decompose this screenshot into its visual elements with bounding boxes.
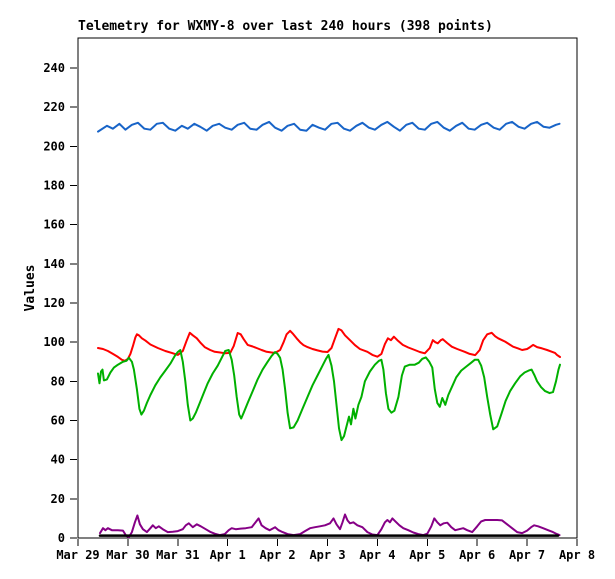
series-lines (97, 120, 561, 538)
y-axis-label: Values (23, 265, 38, 312)
y-tick-label: 120 (43, 296, 65, 310)
y-tick-label: 140 (43, 257, 65, 271)
y-tick-label: 180 (43, 179, 65, 193)
x-tick-label: Apr 7 (509, 548, 545, 562)
x-tick-label: Apr 2 (260, 548, 296, 562)
x-tick-label: Mar 30 (106, 548, 149, 562)
x-tick-label: Apr 3 (309, 548, 345, 562)
y-tick-label: 20 (51, 492, 65, 506)
series-green-line (97, 349, 561, 442)
x-tick-label: Mar 29 (56, 548, 99, 562)
x-tick-label: Apr 6 (459, 548, 495, 562)
y-tick-label: 40 (51, 453, 65, 467)
y-tick-label: 200 (43, 139, 65, 153)
series-blue-line (97, 120, 561, 133)
x-tick-label: Mar 31 (156, 548, 199, 562)
y-tick-label: 80 (51, 374, 65, 388)
chart-title: Telemetry for WXMY-8 over last 240 hours… (78, 19, 493, 34)
x-tick-label: Apr 8 (559, 548, 595, 562)
x-tick-label: Apr 5 (409, 548, 445, 562)
y-tick-label: 160 (43, 218, 65, 232)
y-tick-label: 220 (43, 100, 65, 114)
axes: 0 20 40 60 80 100 120 140 160 180 200 220 240 Mar 29 M… (43, 37, 595, 562)
x-tick-label: Apr 1 (210, 548, 246, 562)
y-tick-label: 100 (43, 335, 65, 349)
series-red-line (97, 327, 561, 362)
y-tick-label: 240 (43, 61, 65, 75)
x-tick-label: Apr 4 (359, 548, 395, 562)
y-tick-label: 0 (58, 531, 65, 545)
y-tick-label: 60 (51, 414, 65, 428)
plot-border (77, 37, 578, 539)
series-purple-line (99, 513, 561, 538)
